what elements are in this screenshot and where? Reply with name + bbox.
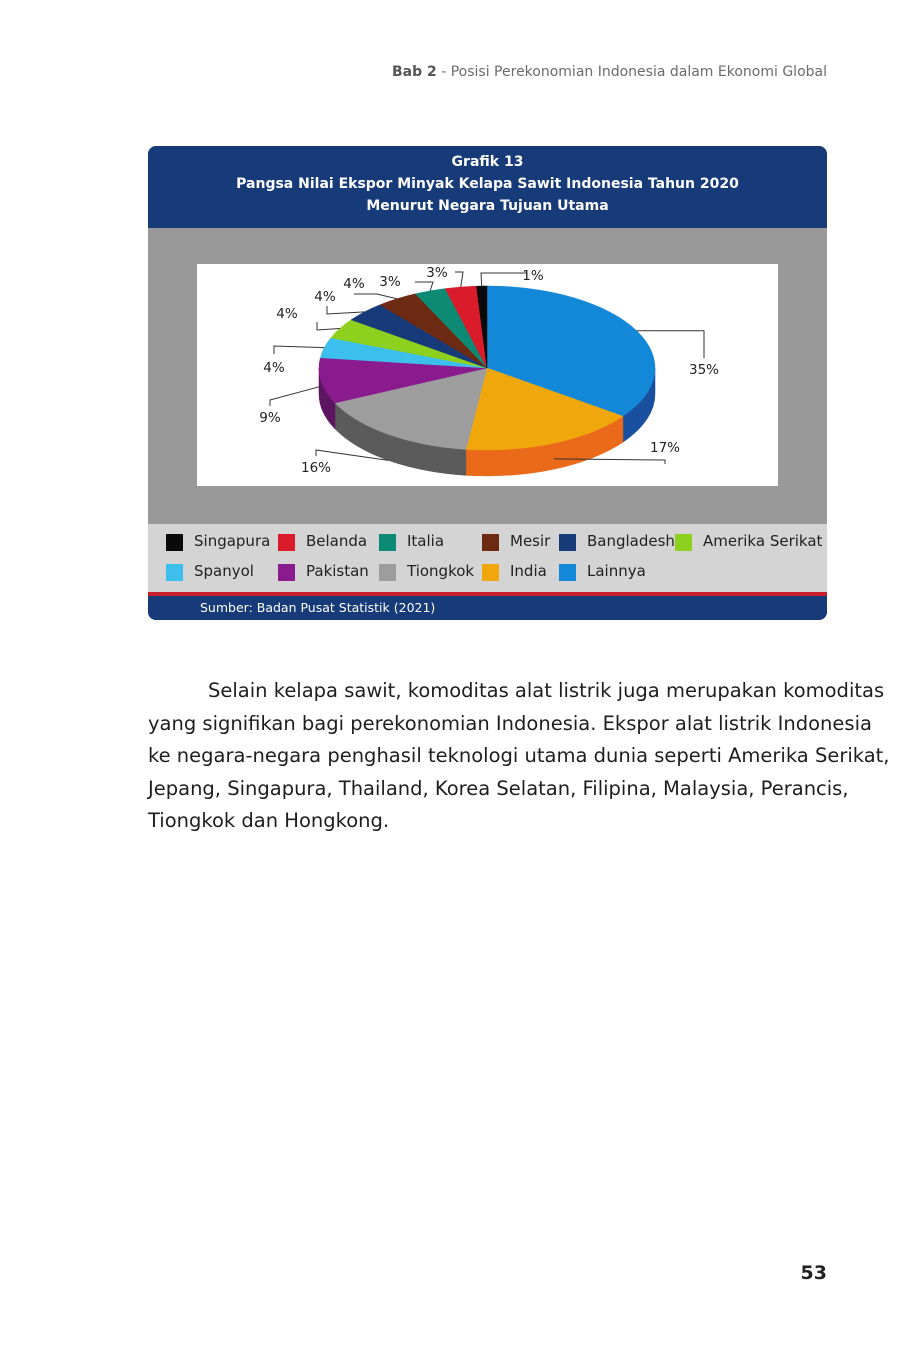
body-line: ke negara-negara penghasil teknologi uta… [148,744,890,767]
pie-slice [334,367,488,450]
legend-label: Pakistan [306,562,369,580]
leader-line [636,330,705,358]
legend-label: India [510,562,547,580]
figure-title-line2: Menurut Negara Tujuan Utama [366,198,609,214]
slice-label: 4% [343,276,365,292]
legend-label: Tiongkok [407,562,475,580]
legend-swatch [482,534,499,551]
figure-source: Sumber: Badan Pusat Statistik (2021) [200,600,436,615]
legend-swatch [379,534,396,551]
legend-label: Lainnya [587,562,646,580]
slice-label: 4% [314,289,336,305]
leader-line [326,306,365,315]
figure-footer: Sumber: Badan Pusat Statistik (2021) [148,596,827,620]
slice-label: 9% [259,410,281,426]
body-paragraph: Selain kelapa sawit, komoditas alat list… [148,675,890,838]
leader-line [273,345,325,354]
chart-legend: Singapura Belanda Italia Mesir Bangladesh Ame… [148,524,827,592]
header-separator: - [436,64,451,80]
legend-swatch [379,564,396,581]
chapter-label: Bab 2 [392,64,437,80]
legend-label: Italia [407,532,445,550]
leader-line [354,293,398,300]
legend-swatch [559,564,576,581]
slice-label: 1% [522,268,544,284]
running-header: Bab 2 - Posisi Perekonomian Indonesia da… [392,64,827,80]
legend-swatch [166,564,183,581]
figure-grafik-13: Grafik 13 Pangsa Nilai Ekspor Minyak Kel… [148,146,827,620]
legend-swatch [278,564,295,581]
slice-label: 4% [276,306,298,322]
figure-title-line1: Pangsa Nilai Ekspor Minyak Kelapa Sawit … [236,176,739,192]
legend-label: Singapura [194,532,271,550]
leader-line [455,271,464,288]
chapter-title: Posisi Perekonomian Indonesia dalam Ekon… [450,64,827,80]
legend-label: Mesir [510,532,551,550]
legend-label: Amerika Serikat [703,532,823,550]
body-line: Tiongkok dan Hongkong. [148,809,390,832]
legend-swatch [278,534,295,551]
page-number: 53 [800,1262,827,1284]
figure-divider [148,592,827,596]
legend-swatch [482,564,499,581]
body-line: yang signifikan bagi perekonomian Indone… [148,711,872,735]
slice-label: 17% [650,440,680,456]
chart-panel: 35% 17% 16% 9% 4% 4% 4% 4% 3% 3% 1% [197,264,778,486]
pie-slice [318,357,488,404]
body-line: Jepang, Singapura, Thailand, Korea Selat… [148,776,849,800]
pie-chart: 35% 17% 16% 9% 4% 4% 4% 4% 3% 3% 1% [259,265,719,477]
leader-line [553,458,666,464]
slice-label: 4% [263,360,285,376]
leader-line [415,281,434,292]
figure-header: Grafik 13 Pangsa Nilai Ekspor Minyak Kel… [148,146,827,228]
figure-number: Grafik 13 [451,154,524,170]
legend-swatch [166,534,183,551]
slice-label: 16% [301,460,331,476]
leader-line [315,449,389,461]
legend-label: Belanda [306,532,368,550]
legend-label: Bangladesh [587,532,675,550]
leader-line [480,272,527,287]
leader-line [316,322,340,331]
slice-label: 3% [426,265,448,281]
pie-slice [465,367,624,451]
legend-swatch [559,534,576,551]
pie-slice [486,285,656,417]
body-line: Selain kelapa sawit, komoditas alat list… [208,679,885,702]
slice-label: 35% [689,362,719,378]
leader-line [269,386,320,406]
legend-label: Spanyol [194,562,254,580]
legend-swatch [675,534,692,551]
slice-label: 3% [379,274,401,290]
